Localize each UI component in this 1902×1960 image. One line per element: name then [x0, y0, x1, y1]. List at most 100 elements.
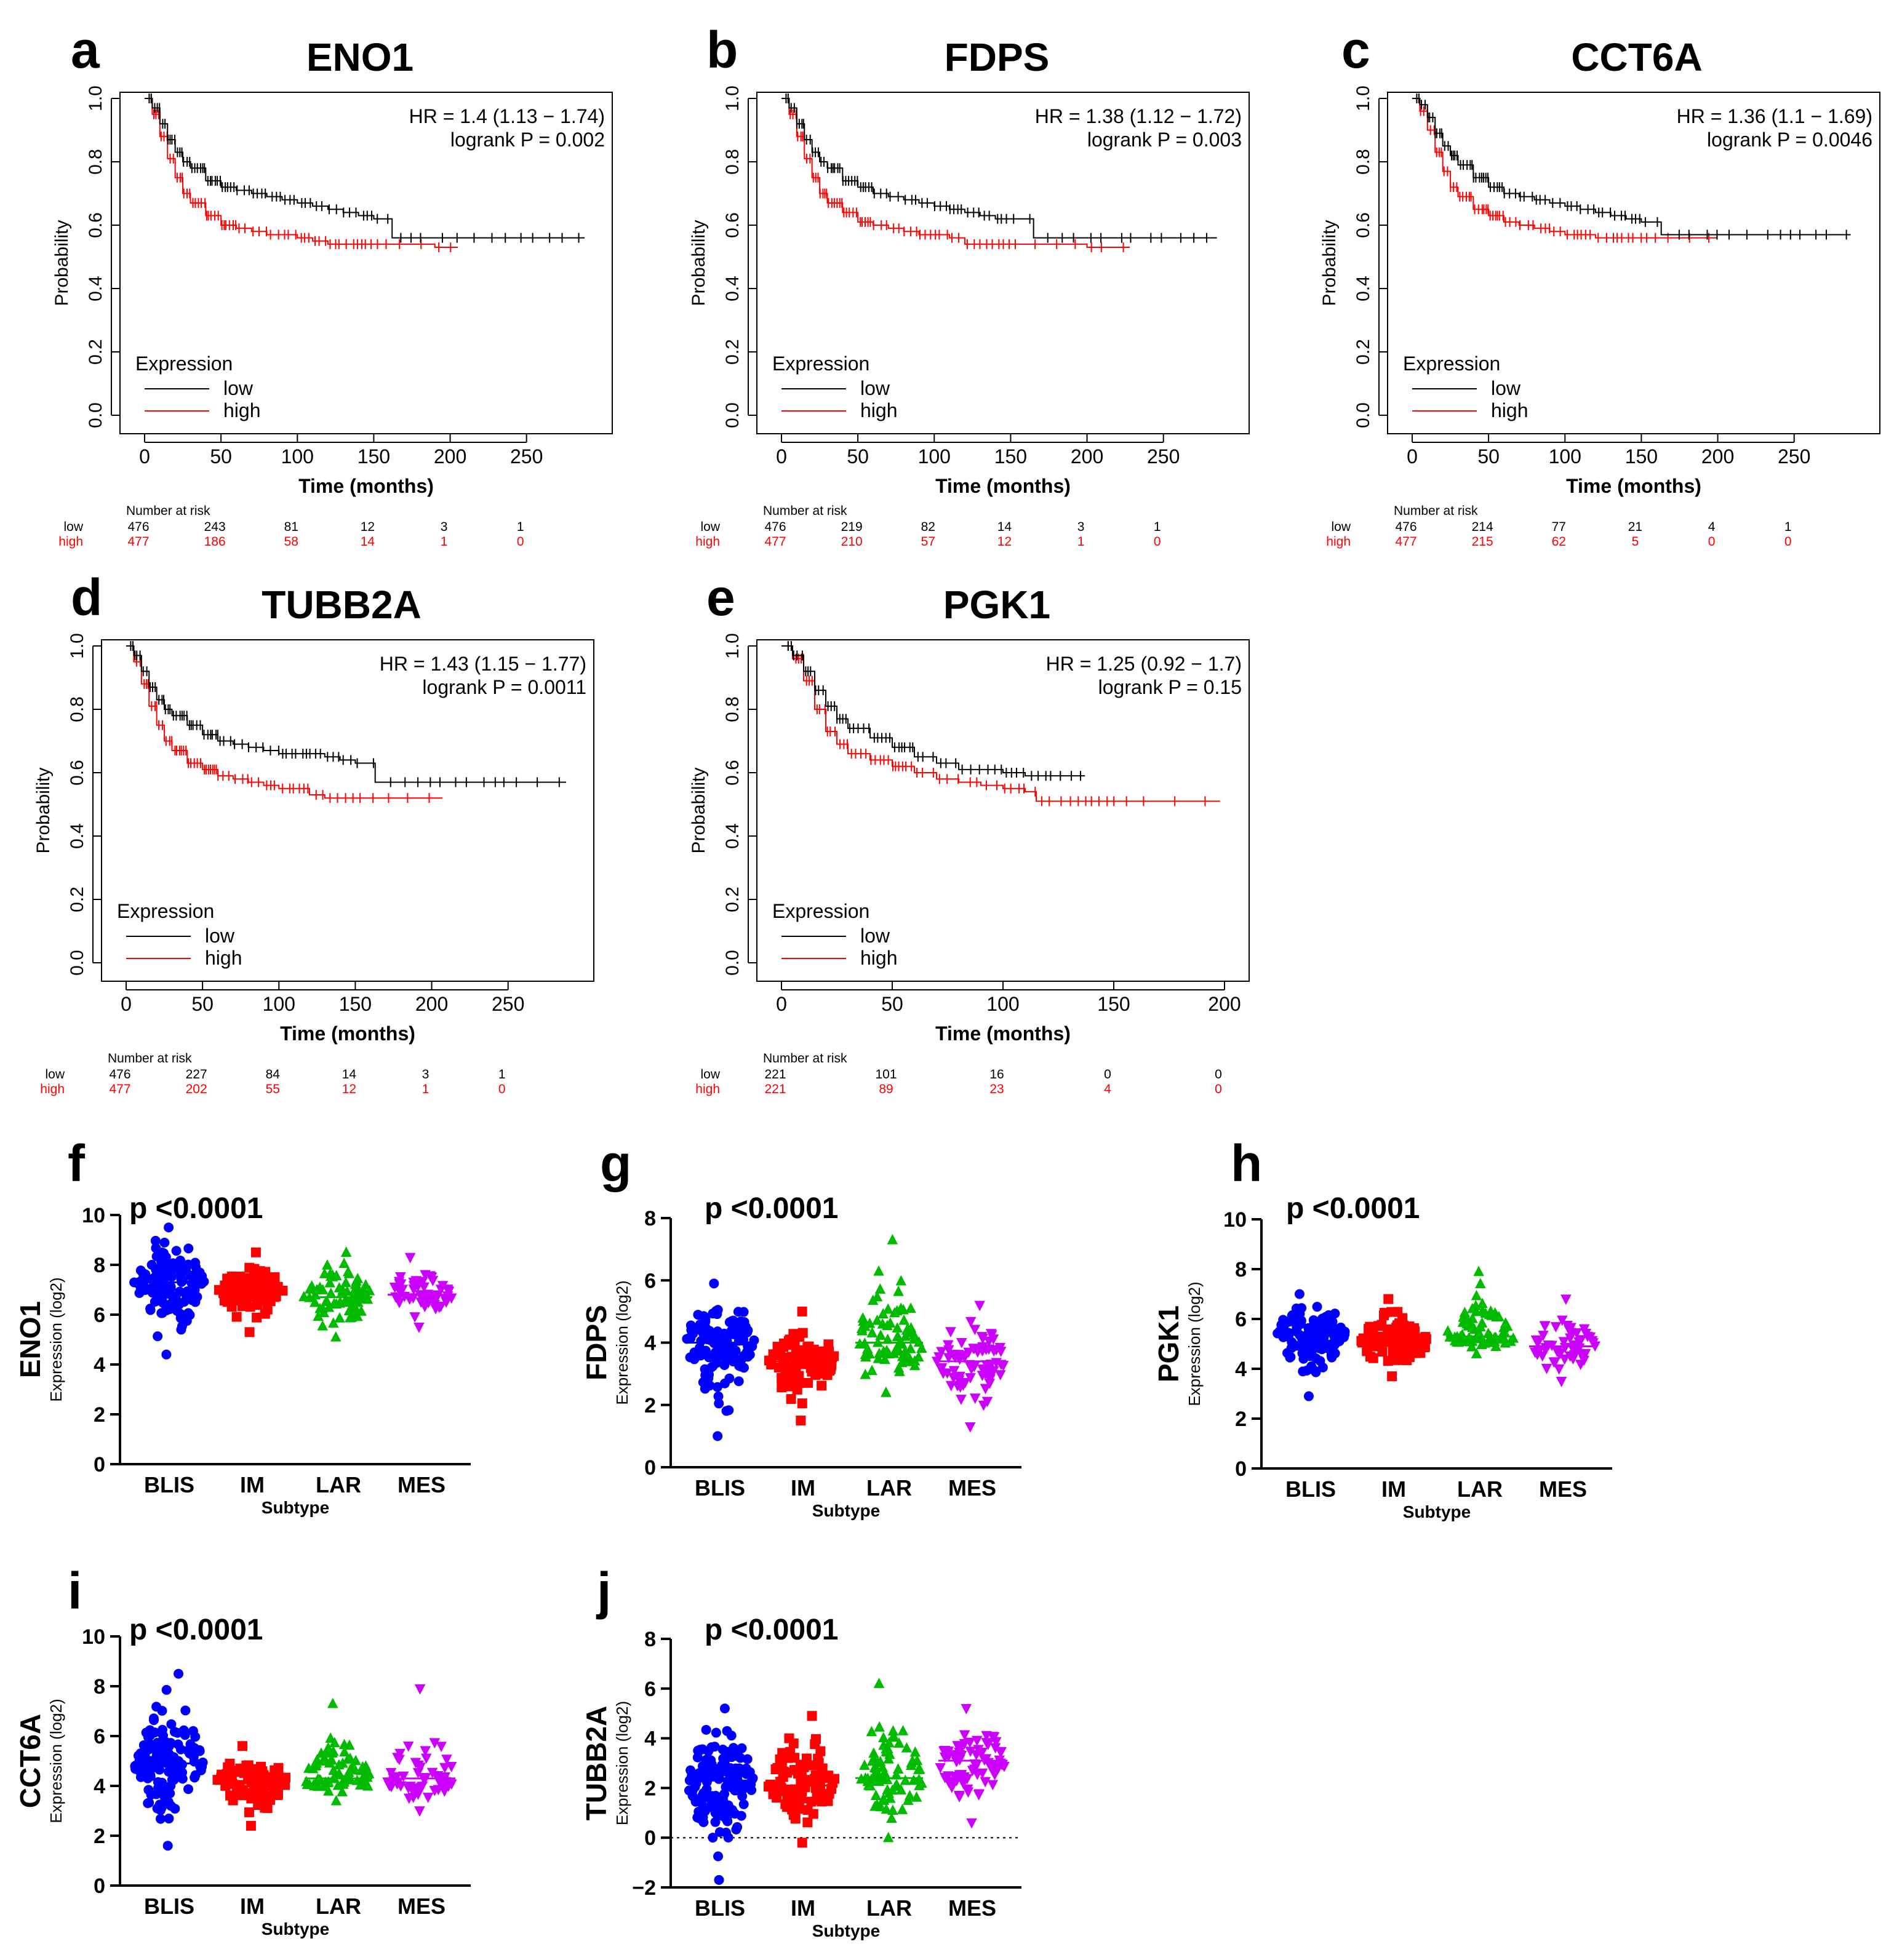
data-point-lar-j [909, 1746, 921, 1757]
data-point-mes-h [1549, 1357, 1560, 1368]
x-tick-label-b: 50 [847, 445, 869, 468]
data-point-mes-i [392, 1753, 403, 1764]
data-point-mes-i [414, 1806, 425, 1817]
data-point-blis-i [194, 1745, 205, 1755]
y-tick-label-d: 0.2 [67, 886, 87, 912]
data-point-lar-g [900, 1345, 911, 1356]
data-point-blis-i [183, 1784, 194, 1795]
data-point-blis-i [172, 1727, 183, 1738]
y-tick-label-e: 0.2 [722, 886, 743, 912]
data-point-mes-j [965, 1747, 976, 1757]
data-point-lar-f [304, 1283, 316, 1294]
data-point-mes-j [973, 1789, 985, 1800]
data-point-im-g [813, 1357, 823, 1368]
data-point-mes-i [385, 1768, 397, 1779]
km-frame-c [1387, 92, 1880, 434]
x-tick-label-c: 50 [1477, 445, 1500, 468]
data-point-mes-i [415, 1783, 427, 1794]
x-tick-label-d: 100 [263, 993, 295, 1015]
data-point-blis-j [733, 1751, 744, 1761]
data-point-lar-i [327, 1747, 338, 1758]
data-point-lar-h [1477, 1305, 1488, 1316]
data-point-im-j [793, 1804, 804, 1814]
data-point-lar-i [362, 1780, 374, 1791]
x-axis-label-g: Subtype [812, 1501, 880, 1520]
data-point-lar-f [335, 1296, 346, 1307]
data-point-mes-g [994, 1370, 1006, 1380]
data-point-mes-f [408, 1285, 420, 1296]
data-point-blis-g [713, 1326, 723, 1337]
data-point-blis-i [166, 1719, 177, 1729]
y-tick-label-g: 8 [644, 1207, 656, 1230]
data-point-im-h [1385, 1330, 1396, 1341]
data-point-lar-g [857, 1312, 868, 1323]
data-point-lar-g [866, 1327, 878, 1337]
data-point-lar-g [903, 1326, 914, 1337]
panel-letter-i: i [68, 1562, 82, 1620]
data-point-mes-j [996, 1759, 1007, 1771]
data-point-blis-g [698, 1311, 709, 1321]
y-tick-label-e: 0.6 [722, 760, 743, 786]
data-point-mes-i [386, 1780, 397, 1791]
data-point-lar-f [361, 1288, 372, 1299]
data-point-lar-i [326, 1754, 338, 1765]
data-point-im-f [262, 1304, 273, 1315]
y-tick-label-f: 0 [94, 1453, 105, 1476]
p-text-j: p <0.0001 [705, 1614, 839, 1646]
data-point-im-h [1415, 1348, 1426, 1358]
data-point-blis-f [160, 1264, 170, 1275]
data-point-lar-h [1475, 1333, 1487, 1344]
data-point-mes-i [403, 1793, 415, 1804]
risk-value-high-a: 186 [204, 535, 226, 549]
data-point-mes-g [965, 1363, 977, 1374]
data-point-lar-i [328, 1764, 339, 1775]
legend-label-low-e: low [860, 925, 890, 947]
data-point-im-j [810, 1734, 821, 1744]
data-point-blis-f [182, 1316, 192, 1326]
data-point-im-h [1396, 1326, 1406, 1336]
data-point-im-j [806, 1796, 817, 1807]
risk-value-low-c: 476 [1395, 520, 1417, 534]
data-point-lar-j [900, 1774, 911, 1785]
risk-value-high-c: 62 [1552, 535, 1566, 549]
data-point-im-f [252, 1312, 262, 1323]
risk-value-low-e: 101 [875, 1067, 897, 1082]
data-point-mes-g [974, 1301, 985, 1312]
data-point-mes-i [439, 1763, 450, 1774]
data-point-blis-j [737, 1791, 748, 1801]
data-point-mes-h [1538, 1331, 1549, 1341]
km-curve-high-e [781, 645, 1220, 802]
y-sub-label-f: Expression (log2) [47, 1277, 65, 1401]
data-point-blis-g [743, 1352, 753, 1362]
data-point-blis-h [1312, 1302, 1322, 1312]
data-point-blis-j [748, 1773, 758, 1783]
data-point-blis-f [150, 1235, 161, 1246]
data-point-lar-g [898, 1304, 909, 1315]
data-point-lar-f [317, 1284, 329, 1294]
x-tick-label-b: 150 [994, 445, 1027, 468]
data-point-mes-j [939, 1745, 951, 1756]
data-point-lar-f [327, 1317, 339, 1328]
data-point-mes-f [393, 1285, 405, 1296]
y-tick-label-e: 0.8 [722, 696, 743, 722]
data-point-mes-h [1541, 1363, 1552, 1374]
data-point-blis-i [155, 1814, 166, 1824]
data-point-blis-j [741, 1763, 751, 1774]
data-point-mes-f [423, 1297, 434, 1309]
data-point-blis-h [1300, 1331, 1311, 1341]
data-point-mes-h [1556, 1377, 1567, 1387]
dot-panel-i: i p <0.0001 0 2 4 6 8 10 BLIS IM LAR MES Subtype CCT6… [14, 1562, 471, 1938]
y-tick-label-a: 0.8 [86, 149, 106, 175]
p-text-e: logrank P = 0.15 [1098, 676, 1242, 698]
data-point-mes-j [973, 1745, 984, 1756]
data-point-lar-g [875, 1329, 887, 1340]
y-tick-label-b: 0.6 [722, 212, 743, 238]
data-point-blis-g [709, 1278, 719, 1289]
x-tick-label-c: 150 [1625, 445, 1658, 468]
gene-label-f: ENO1 [14, 1301, 46, 1378]
data-point-mes-f [418, 1282, 430, 1293]
y-tick-label-a: 0.0 [86, 402, 106, 428]
data-point-mes-g [938, 1368, 949, 1379]
data-point-blis-j [713, 1851, 724, 1862]
